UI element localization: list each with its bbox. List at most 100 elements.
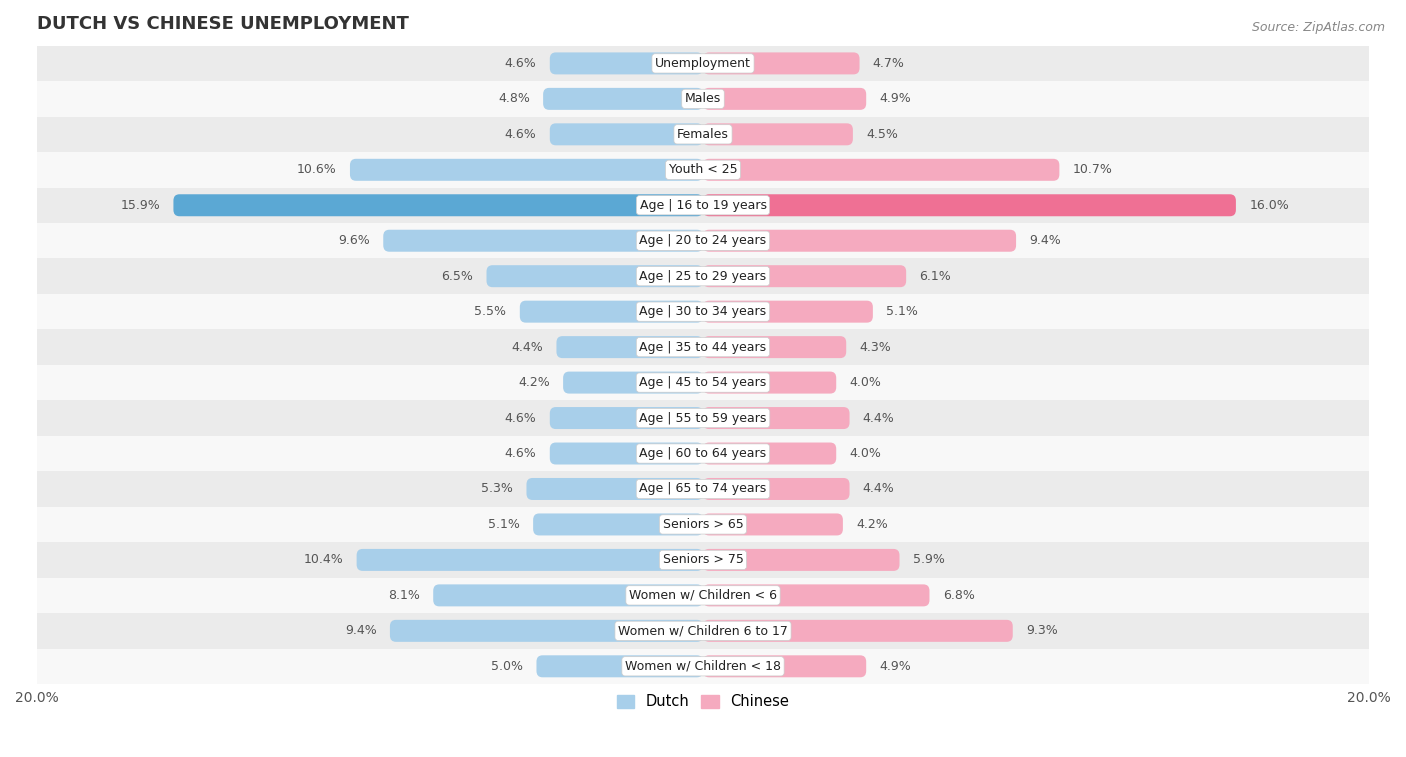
Text: Females: Females [678,128,728,141]
Text: 4.2%: 4.2% [517,376,550,389]
Text: 4.6%: 4.6% [505,412,537,425]
FancyBboxPatch shape [550,52,703,74]
Text: 6.1%: 6.1% [920,269,952,282]
Text: Seniors > 65: Seniors > 65 [662,518,744,531]
FancyBboxPatch shape [173,195,703,217]
FancyBboxPatch shape [564,372,703,394]
Text: 4.6%: 4.6% [505,57,537,70]
Text: 4.3%: 4.3% [859,341,891,354]
Bar [37,365,1369,400]
Text: Males: Males [685,92,721,105]
Text: 6.5%: 6.5% [441,269,474,282]
FancyBboxPatch shape [703,584,929,606]
FancyBboxPatch shape [703,265,907,287]
Text: Age | 35 to 44 years: Age | 35 to 44 years [640,341,766,354]
Text: 5.9%: 5.9% [912,553,945,566]
Text: 16.0%: 16.0% [1249,199,1289,212]
FancyBboxPatch shape [703,513,842,535]
Text: 4.9%: 4.9% [880,660,911,673]
Text: 4.0%: 4.0% [849,376,882,389]
Text: Women w/ Children 6 to 17: Women w/ Children 6 to 17 [619,625,787,637]
Text: 10.6%: 10.6% [297,164,336,176]
Text: Age | 60 to 64 years: Age | 60 to 64 years [640,447,766,460]
FancyBboxPatch shape [703,656,866,678]
Bar [37,81,1369,117]
FancyBboxPatch shape [389,620,703,642]
Text: 4.6%: 4.6% [505,128,537,141]
FancyBboxPatch shape [357,549,703,571]
Bar [37,400,1369,436]
FancyBboxPatch shape [703,159,1059,181]
Text: 9.4%: 9.4% [1029,234,1062,248]
Text: 10.7%: 10.7% [1073,164,1112,176]
FancyBboxPatch shape [703,443,837,465]
FancyBboxPatch shape [526,478,703,500]
Text: 10.4%: 10.4% [304,553,343,566]
Bar [37,117,1369,152]
Bar [37,578,1369,613]
Bar [37,258,1369,294]
Bar [37,188,1369,223]
Text: 4.2%: 4.2% [856,518,889,531]
Text: Unemployment: Unemployment [655,57,751,70]
FancyBboxPatch shape [703,123,853,145]
Text: Women w/ Children < 18: Women w/ Children < 18 [626,660,780,673]
Text: Age | 45 to 54 years: Age | 45 to 54 years [640,376,766,389]
Text: 5.1%: 5.1% [886,305,918,318]
Text: Youth < 25: Youth < 25 [669,164,737,176]
Text: 4.5%: 4.5% [866,128,898,141]
Text: 4.0%: 4.0% [849,447,882,460]
FancyBboxPatch shape [703,407,849,429]
Text: Age | 20 to 24 years: Age | 20 to 24 years [640,234,766,248]
Bar [37,542,1369,578]
Text: 4.4%: 4.4% [863,412,894,425]
Text: 9.4%: 9.4% [344,625,377,637]
FancyBboxPatch shape [433,584,703,606]
Text: 8.1%: 8.1% [388,589,420,602]
Text: 9.3%: 9.3% [1026,625,1057,637]
Text: 15.9%: 15.9% [121,199,160,212]
FancyBboxPatch shape [550,443,703,465]
FancyBboxPatch shape [550,123,703,145]
FancyBboxPatch shape [703,52,859,74]
Text: 4.9%: 4.9% [880,92,911,105]
Bar [37,329,1369,365]
FancyBboxPatch shape [703,549,900,571]
FancyBboxPatch shape [550,407,703,429]
Text: 4.4%: 4.4% [512,341,543,354]
Text: 5.3%: 5.3% [481,482,513,496]
Legend: Dutch, Chinese: Dutch, Chinese [610,688,796,715]
FancyBboxPatch shape [703,478,849,500]
Text: 5.0%: 5.0% [491,660,523,673]
Text: 5.1%: 5.1% [488,518,520,531]
Text: Seniors > 75: Seniors > 75 [662,553,744,566]
Text: Age | 65 to 74 years: Age | 65 to 74 years [640,482,766,496]
Text: Age | 55 to 59 years: Age | 55 to 59 years [640,412,766,425]
FancyBboxPatch shape [384,229,703,252]
Text: Age | 30 to 34 years: Age | 30 to 34 years [640,305,766,318]
Text: 4.6%: 4.6% [505,447,537,460]
Text: Source: ZipAtlas.com: Source: ZipAtlas.com [1251,21,1385,34]
FancyBboxPatch shape [703,336,846,358]
FancyBboxPatch shape [557,336,703,358]
FancyBboxPatch shape [703,229,1017,252]
Text: 6.8%: 6.8% [943,589,974,602]
FancyBboxPatch shape [537,656,703,678]
Text: 9.6%: 9.6% [339,234,370,248]
Text: 4.7%: 4.7% [873,57,904,70]
FancyBboxPatch shape [703,301,873,322]
Text: 4.8%: 4.8% [498,92,530,105]
Bar [37,649,1369,684]
Bar [37,152,1369,188]
FancyBboxPatch shape [703,195,1236,217]
Text: 4.4%: 4.4% [863,482,894,496]
FancyBboxPatch shape [350,159,703,181]
FancyBboxPatch shape [703,372,837,394]
Text: Age | 16 to 19 years: Age | 16 to 19 years [640,199,766,212]
FancyBboxPatch shape [520,301,703,322]
FancyBboxPatch shape [533,513,703,535]
Bar [37,294,1369,329]
Bar [37,223,1369,258]
Bar [37,45,1369,81]
FancyBboxPatch shape [703,620,1012,642]
